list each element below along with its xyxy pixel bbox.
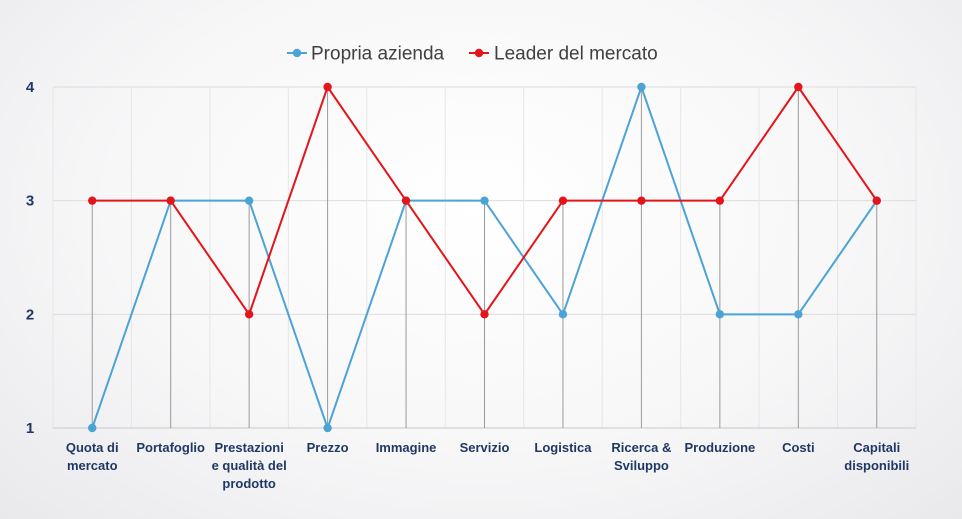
- data-point-2-0: [88, 196, 97, 205]
- y-tick-label-2: 2: [26, 306, 34, 323]
- series-2: [88, 82, 881, 319]
- x-axis: Quota di mercato Portafoglio Prestazioni e q…: [66, 440, 909, 491]
- x-tick-label-5: Servizio: [460, 440, 510, 455]
- data-point-2-7: [637, 196, 646, 205]
- legend-label-1: Propria azienda: [311, 44, 445, 65]
- data-point-1-6: [558, 310, 568, 319]
- x-tick-label-9: Costi: [782, 440, 815, 455]
- data-point-1-9: [794, 310, 803, 319]
- x-tick-label-1: Portafoglio: [136, 440, 205, 455]
- y-axis: 1 2 3 4: [26, 79, 35, 437]
- x-tick-label-2: Prestazioni e qualità del prodotto: [212, 440, 287, 491]
- y-tick-label-3: 3: [26, 193, 34, 210]
- data-point-1-5: [480, 196, 489, 205]
- data-point-1-0: [88, 423, 97, 433]
- data-point-1-8: [715, 310, 725, 319]
- data-point-2-6: [558, 196, 568, 205]
- y-tick-label-4: 4: [26, 79, 35, 96]
- x-tick-label-6: Logistica: [534, 440, 592, 455]
- data-point-2-9: [794, 82, 803, 92]
- x-tick-label-0: Quota di mercato: [66, 440, 119, 473]
- data-point-2-1: [166, 196, 175, 205]
- data-point-2-4: [401, 196, 411, 205]
- data-point-2-10: [872, 196, 881, 205]
- data-point-1-3: [323, 423, 332, 433]
- y-tick-label-1: 1: [26, 420, 34, 437]
- x-tick-label-3: Prezzo: [307, 440, 349, 455]
- data-point-1-7: [637, 82, 646, 92]
- legend-marker-1: [292, 48, 302, 58]
- data-point-2-3: [323, 82, 332, 92]
- data-point-1-2: [244, 196, 254, 205]
- series: [88, 82, 881, 433]
- x-tick-label-7: Ricerca & Sviluppo: [611, 440, 671, 473]
- legend-label-2: Leader del mercato: [494, 44, 658, 65]
- data-point-2-2: [244, 310, 254, 319]
- drop-lines: [91, 87, 878, 428]
- legend: Propria azienda Leader del mercato: [287, 44, 658, 65]
- x-tick-label-4: Immagine: [376, 440, 437, 455]
- legend-marker-2: [474, 48, 484, 58]
- x-tick-label-8: Produzione: [684, 440, 755, 455]
- data-point-2-5: [480, 310, 489, 319]
- x-tick-label-10: Capitali disponibili: [844, 440, 909, 473]
- data-point-2-8: [715, 196, 725, 205]
